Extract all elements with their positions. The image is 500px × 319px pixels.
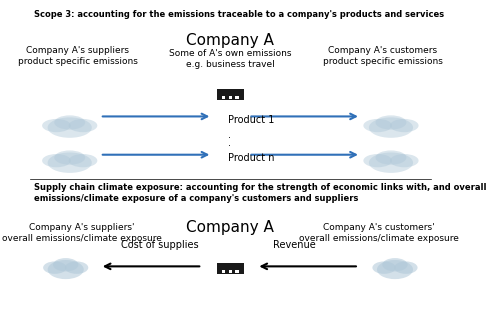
FancyBboxPatch shape <box>222 91 226 100</box>
Text: Company A: Company A <box>186 33 274 48</box>
Ellipse shape <box>364 154 392 167</box>
Text: Company A's customers
product specific emissions: Company A's customers product specific e… <box>323 46 443 66</box>
FancyBboxPatch shape <box>228 91 232 100</box>
Text: Company A's customers'
overall emissions/climate exposure: Company A's customers' overall emissions… <box>299 223 459 243</box>
Text: Company A's suppliers
product specific emissions: Company A's suppliers product specific e… <box>18 46 138 66</box>
Ellipse shape <box>43 262 66 274</box>
FancyBboxPatch shape <box>228 270 232 273</box>
FancyBboxPatch shape <box>236 270 239 273</box>
Text: Scope 3: accounting for the emissions traceable to a company's products and serv: Scope 3: accounting for the emissions tr… <box>34 10 444 19</box>
FancyBboxPatch shape <box>228 265 232 273</box>
Ellipse shape <box>54 151 85 165</box>
Ellipse shape <box>68 119 98 132</box>
Text: .
.: . . <box>228 130 232 148</box>
FancyBboxPatch shape <box>236 96 239 99</box>
Ellipse shape <box>377 260 413 279</box>
Ellipse shape <box>68 154 98 167</box>
Text: Product n: Product n <box>228 153 275 163</box>
Text: Company A's suppliers'
overall emissions/climate exposure: Company A's suppliers' overall emissions… <box>2 223 162 243</box>
FancyBboxPatch shape <box>217 263 244 274</box>
Ellipse shape <box>369 117 413 138</box>
Text: Revenue: Revenue <box>273 241 316 250</box>
Ellipse shape <box>364 119 392 132</box>
Ellipse shape <box>42 154 71 167</box>
Ellipse shape <box>376 151 406 165</box>
Ellipse shape <box>48 260 84 279</box>
Ellipse shape <box>394 262 417 274</box>
Ellipse shape <box>42 119 71 132</box>
FancyBboxPatch shape <box>222 270 226 273</box>
Ellipse shape <box>53 258 78 271</box>
Ellipse shape <box>382 258 407 271</box>
Ellipse shape <box>54 115 85 130</box>
FancyBboxPatch shape <box>217 89 244 100</box>
Ellipse shape <box>48 152 92 173</box>
Ellipse shape <box>65 262 88 274</box>
FancyBboxPatch shape <box>236 91 239 100</box>
Text: Some of A's own emissions
e.g. business travel: Some of A's own emissions e.g. business … <box>169 49 292 69</box>
Text: Cost of supplies: Cost of supplies <box>122 241 199 250</box>
Ellipse shape <box>390 154 418 167</box>
Ellipse shape <box>376 115 406 130</box>
Text: Product 1: Product 1 <box>228 115 274 125</box>
Ellipse shape <box>390 119 418 132</box>
FancyBboxPatch shape <box>222 265 226 273</box>
Ellipse shape <box>48 117 92 138</box>
Ellipse shape <box>369 152 413 173</box>
FancyBboxPatch shape <box>222 96 226 99</box>
Text: Supply chain climate exposure: accounting for the strength of economic links wit: Supply chain climate exposure: accountin… <box>34 183 486 203</box>
FancyBboxPatch shape <box>236 265 239 273</box>
Text: Company A: Company A <box>186 220 274 235</box>
FancyBboxPatch shape <box>228 96 232 99</box>
Ellipse shape <box>372 262 396 274</box>
